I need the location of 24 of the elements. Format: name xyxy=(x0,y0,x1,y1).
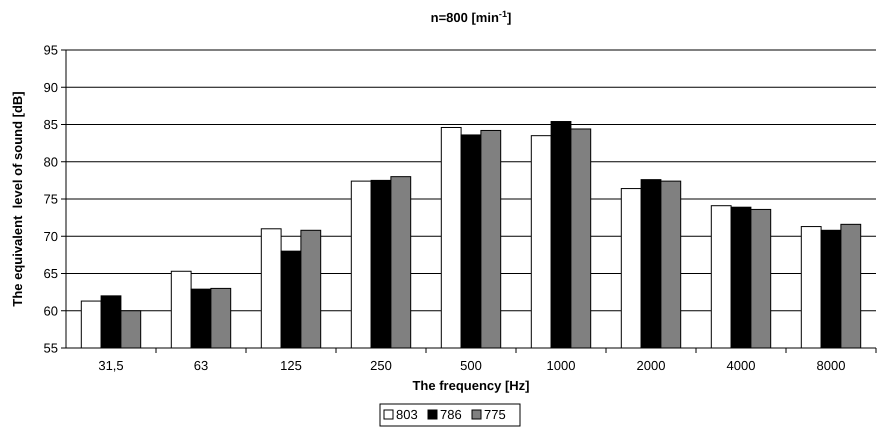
x-tick-label: 500 xyxy=(460,358,482,373)
y-tick-label: 80 xyxy=(44,154,58,170)
y-axis-title: The equivalent level of sound [dB] xyxy=(10,91,25,307)
x-tick-label: 125 xyxy=(280,358,302,373)
y-tick-label: 85 xyxy=(44,117,58,132)
x-tick-label: 63 xyxy=(194,358,208,373)
y-tick-label: 60 xyxy=(44,303,58,318)
y-tick-label: 95 xyxy=(44,42,58,58)
y-tick-label: 90 xyxy=(44,80,58,95)
x-tick-label: 1000 xyxy=(546,358,576,373)
y-tick-label: 65 xyxy=(44,266,58,282)
x-tick-label: 2000 xyxy=(636,358,666,373)
legend-label: 803 xyxy=(396,406,418,422)
x-tick-label: 250 xyxy=(370,358,392,373)
x-tick-label: 4000 xyxy=(726,358,756,373)
x-tick-label: 8000 xyxy=(816,358,846,373)
legend-label: 775 xyxy=(484,406,506,422)
legend-label: 786 xyxy=(440,406,462,422)
x-axis-title: The frequency [Hz] xyxy=(412,378,530,393)
y-tick-label: 55 xyxy=(44,340,58,356)
y-tick-label: 75 xyxy=(44,192,58,207)
y-tick-label: 70 xyxy=(44,228,58,244)
chart-title: n=800 [min$^{-1}$] xyxy=(430,9,512,25)
x-tick-label: 31,5 xyxy=(98,358,124,373)
